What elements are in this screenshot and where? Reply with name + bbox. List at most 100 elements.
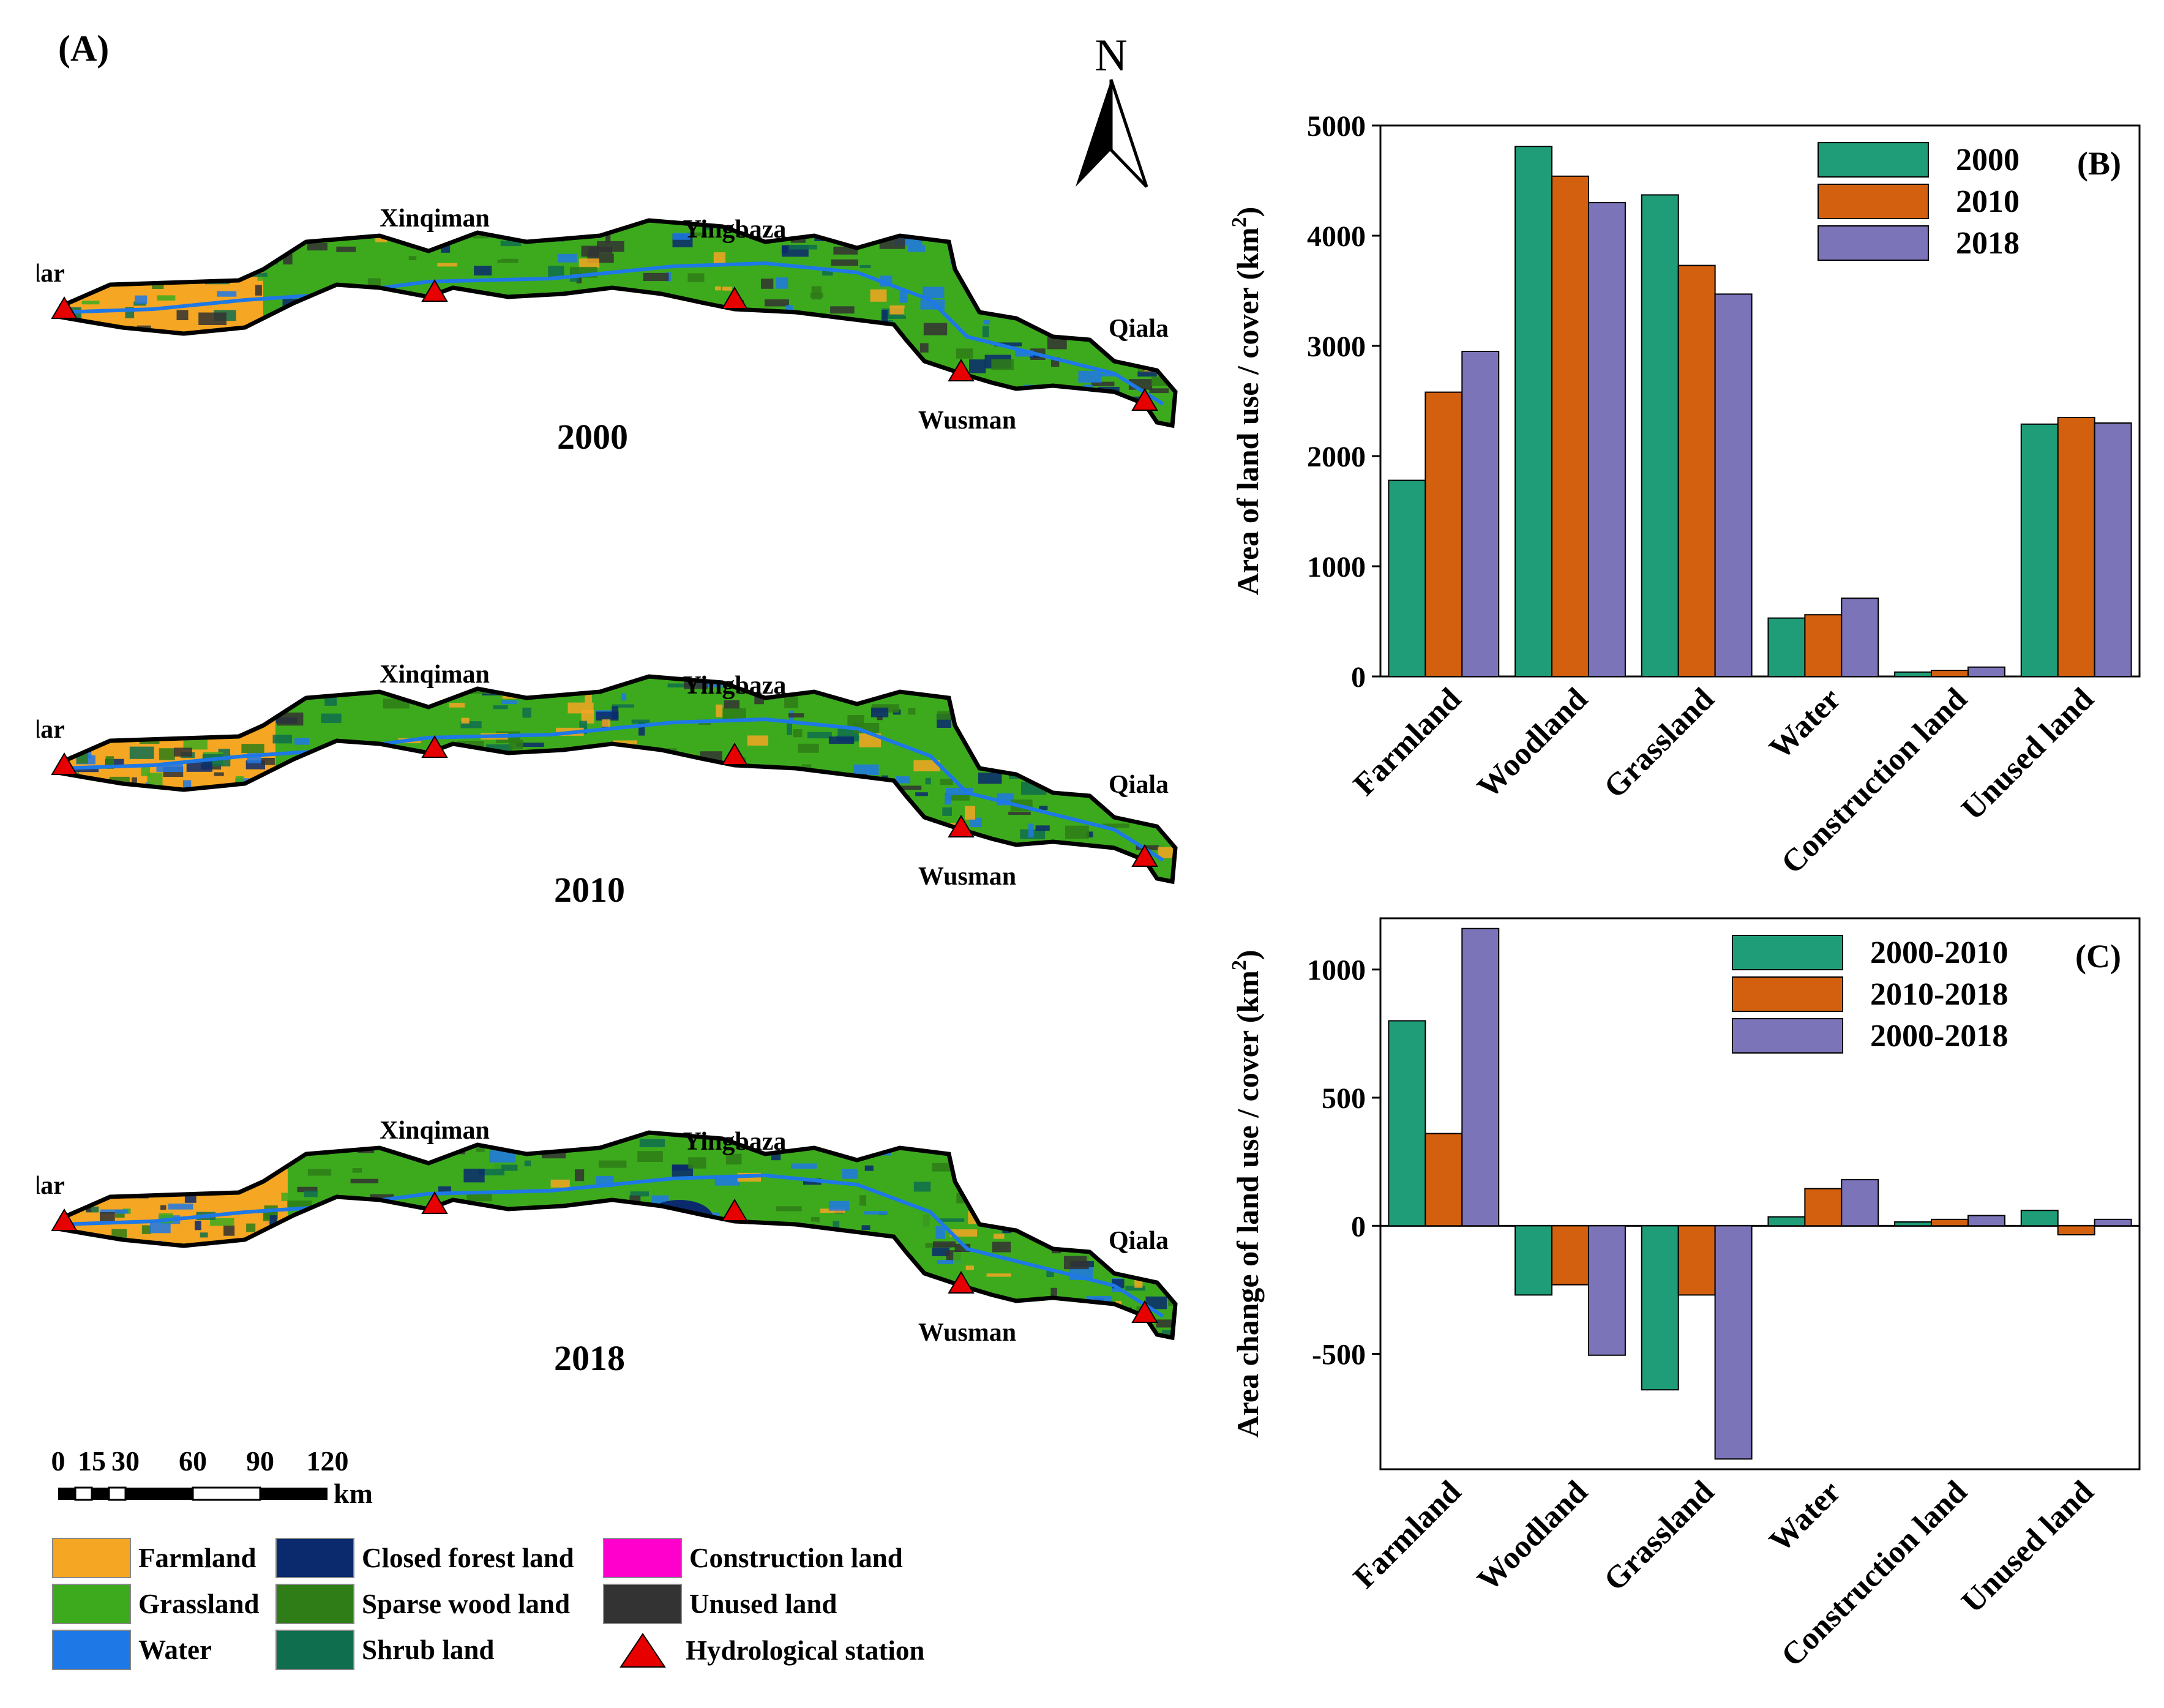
land-patch [831,259,858,266]
land-patch [219,1248,247,1254]
land-patch [1149,388,1169,394]
river-map-2000: Alar Xinqiman Yingbaza Wusman Qiala [15,204,1178,435]
land-patch [909,1292,936,1303]
land-patch [687,782,709,788]
land-patch [789,244,817,250]
bar-unused-land-2010-2018 [2057,1225,2095,1235]
land-patch [470,413,484,425]
land-patch [1102,280,1127,289]
land-patch [1059,1238,1084,1249]
land-patch [114,705,138,710]
scale-seg-6 [192,1486,261,1501]
legend-label-2010: 2010 [1956,184,2020,219]
land-patch [582,787,597,792]
station-label-xinqiman: Xinqiman [380,1117,490,1145]
land-patch [244,1193,252,1197]
land-patch [504,1271,519,1281]
land-patch [870,1257,893,1266]
legend-water: Water [52,1630,212,1670]
land-patch [927,221,949,227]
land-patch [880,698,886,704]
land-patch [70,365,82,380]
land-patch [1145,1296,1167,1309]
land-patch [1129,1140,1140,1150]
land-patch [587,801,611,811]
land-patch [178,345,187,353]
land-patch [846,1270,865,1281]
land-patch [555,223,571,231]
bar-unused-land-2010 [2057,417,2095,677]
scale-seg-2 [74,1486,93,1501]
land-patch [578,258,599,268]
land-patch [612,706,619,719]
land-patch [537,1257,553,1263]
land-patch [1175,750,1191,762]
bar-farmland-2010 [1425,391,1463,677]
station-marker [721,1199,748,1221]
land-patch [307,242,328,251]
land-patch [297,1186,318,1193]
land-patch [688,1157,706,1169]
station-marker [421,279,448,302]
land-patch [198,312,227,325]
land-patch [307,409,326,420]
land-patch [573,1260,590,1268]
station-label-xinqiman: Xinqiman [380,661,490,689]
land-patch [198,353,221,364]
land-patch [965,1265,974,1270]
station-label-yingbaza: Yingbaza [683,672,787,700]
land-patch [257,1158,274,1168]
land-patch [484,413,501,421]
land-patch [294,738,310,745]
land-patch [462,1261,472,1274]
land-patch [1131,1214,1151,1228]
land-patch [449,1250,459,1259]
land-patch [365,294,370,305]
legend-swatch-grassland [52,1584,131,1624]
river-map-2018: Alar Xinqiman Yingbaza Wusman Qiala [15,1117,1178,1347]
land-patch [463,785,484,796]
land-patch [808,853,818,861]
land-patch [242,1247,249,1254]
legend-label-2000-2018: 2000-2018 [1870,1019,2008,1054]
land-patch [1035,1133,1057,1137]
x-tick-label: Farmland [1347,681,1468,803]
land-patch [1112,266,1133,274]
legend-label-hydro-station: Hydrological station [686,1635,925,1666]
land-patch [387,1219,398,1223]
land-patch [939,1290,945,1300]
station-marker [1131,844,1158,867]
station-marker [948,1271,975,1294]
land-patch [839,1312,856,1319]
land-patch [820,1208,845,1213]
land-patch [760,1291,789,1304]
land-patch [548,390,563,404]
bar-unused-land-2000-2010 [2020,1210,2059,1227]
land-patch [373,838,384,844]
land-patch [633,1259,661,1273]
land-patch [192,1277,209,1284]
land-patch [884,798,891,809]
land-patch [552,365,564,378]
land-patch [937,1218,965,1222]
land-patch [1156,1319,1175,1328]
land-patch [405,358,416,369]
land-patch [65,1322,83,1333]
land-patch [1025,1178,1039,1189]
land-patch [140,689,153,701]
land-patch [501,1164,518,1171]
land-patch [510,354,538,363]
land-patch [932,1163,951,1172]
y-tick-label: 0 [1351,661,1366,694]
land-patch [892,417,903,425]
land-patch [1060,730,1084,736]
land-patch [1151,251,1170,255]
land-patch [141,683,154,688]
land-patch [398,1284,413,1298]
land-patch [169,393,179,402]
land-patch [130,1162,146,1167]
land-patch [1084,421,1096,425]
land-patch [1046,1270,1054,1278]
north-label: N [1095,31,1127,81]
land-patch [307,412,315,425]
